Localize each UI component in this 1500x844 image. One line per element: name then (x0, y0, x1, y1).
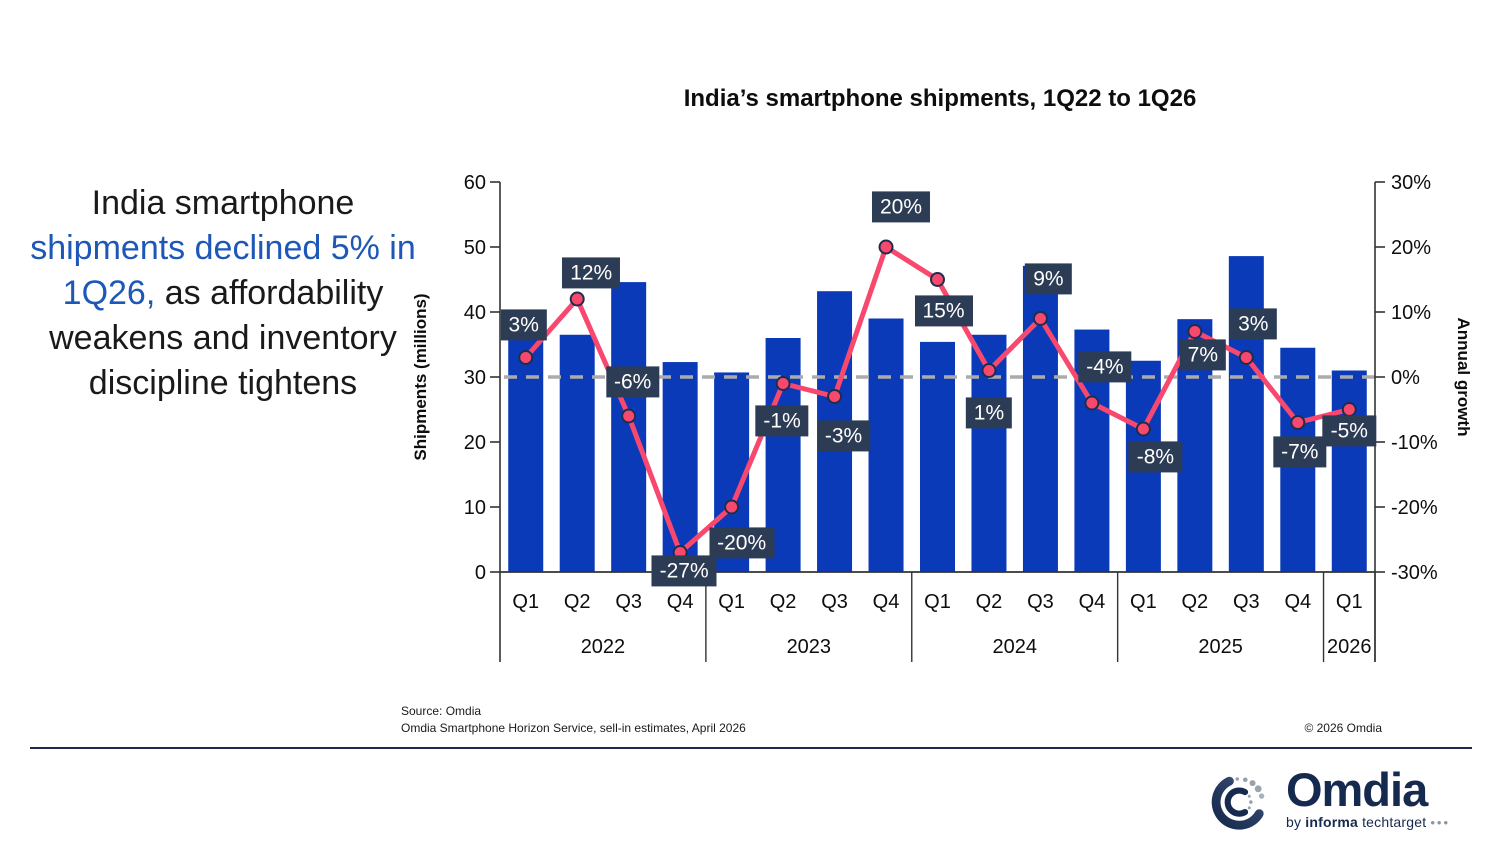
left-tick-label: 10 (464, 497, 486, 519)
growth-label: 12% (562, 257, 621, 289)
growth-label: 3% (1230, 307, 1277, 340)
quarter-label: Q3 (821, 591, 848, 613)
growth-point (1290, 415, 1306, 430)
right-tick-label: -10% (1391, 432, 1438, 454)
quarter-label: Q1 (718, 591, 745, 613)
growth-point (775, 376, 791, 391)
shipments-bar (611, 282, 647, 572)
right-tick-label: 30% (1391, 172, 1431, 194)
growth-label: -4% (1078, 351, 1132, 383)
growth-label: 9% (1025, 262, 1072, 295)
growth-point (878, 239, 894, 255)
growth-label: 7% (1179, 338, 1227, 371)
growth-point (1238, 350, 1254, 365)
shipments-bar (1331, 370, 1367, 572)
growth-label: -8% (1128, 441, 1183, 473)
growth-label: -6% (605, 366, 660, 398)
growth-label: -3% (816, 419, 871, 452)
quarter-label: Q1 (1336, 591, 1363, 613)
growth-point (518, 350, 534, 365)
quarter-label: Q2 (1182, 591, 1209, 613)
headline-highlight: shipments declined 5% in 1Q26, (30, 229, 416, 312)
omdia-logo: Omdia by informa techtarget ••• (1208, 762, 1450, 834)
year-label: 2026 (1327, 636, 1372, 658)
quarter-label: Q1 (512, 591, 539, 613)
source-note: Source: Omdia Omdia Smartphone Horizon S… (401, 703, 746, 737)
growth-point (827, 389, 843, 404)
right-tick-label: 0% (1391, 367, 1420, 389)
growth-point (621, 408, 637, 424)
right-tick-label: 10% (1391, 302, 1431, 324)
tagline-techtarget: techtarget (1362, 814, 1427, 830)
headline-part2: as affordability weakens and inventory d… (49, 274, 397, 402)
quarter-label: Q4 (873, 591, 900, 613)
left-tick-label: 50 (464, 237, 486, 259)
growth-point (981, 363, 997, 378)
growth-label: 20% (872, 191, 931, 223)
growth-point (1084, 395, 1100, 411)
tagline-by: by (1285, 814, 1302, 830)
growth-point (1032, 311, 1048, 326)
headline-part1: India smartphone (91, 184, 355, 222)
tagline-dots-icon: ••• (1430, 815, 1450, 830)
growth-label: 1% (965, 396, 1013, 429)
left-tick-label: 0 (475, 562, 486, 584)
shipments-bar (1228, 256, 1264, 572)
growth-point (1135, 421, 1151, 437)
left-tick-label: 30 (464, 367, 486, 389)
tagline-informa: informa (1305, 814, 1358, 830)
omdia-logo-wordmark: Omdia (1285, 763, 1428, 816)
footer-divider (30, 747, 1472, 749)
quarter-label: Q1 (1130, 591, 1157, 613)
growth-label: -20% (709, 527, 775, 559)
quarter-label: Q2 (564, 591, 591, 613)
quarter-label: Q2 (976, 591, 1003, 613)
combo-chart: 60 30% 50 20% 40 10% 30 0% 20 -10% 10 -20% 0 -30% Q1 Q2… (464, 172, 1438, 662)
quarter-label: Q1 (924, 591, 951, 613)
headline: India smartphone shipments declined 5% i… (25, 181, 421, 406)
left-tick-label: 20 (464, 432, 486, 454)
right-tick-label: 20% (1391, 237, 1431, 259)
growth-point (1187, 324, 1203, 339)
chart-title: India’s smartphone shipments, 1Q22 to 1Q… (683, 85, 1197, 112)
quarter-label: Q3 (1233, 591, 1260, 613)
growth-label: 15% (914, 294, 973, 327)
year-label: 2024 (992, 636, 1037, 658)
growth-label: -27% (651, 554, 717, 587)
quarter-label: Q4 (667, 591, 694, 613)
omdia-logo-text-block: Omdia by informa techtarget ••• (1286, 766, 1450, 830)
left-tick-label: 60 (464, 172, 486, 194)
shipments-bar (508, 336, 544, 572)
shipments-bar (559, 334, 595, 572)
shipments-bar (662, 362, 698, 572)
growth-label: -7% (1273, 435, 1327, 468)
growth-point (569, 291, 585, 307)
source-line2: Omdia Smartphone Horizon Service, sell-i… (401, 721, 746, 735)
quarter-label: Q4 (1284, 591, 1311, 613)
chart-area: 60 30% 50 20% 40 10% 30 0% 20 -10% 10 -20% 0 -30% Q1 Q2… (400, 160, 1490, 680)
growth-point (930, 272, 945, 287)
shipments-bar (868, 318, 904, 572)
quarter-label: Q4 (1079, 591, 1106, 613)
omdia-logo-icon (1211, 776, 1265, 830)
left-tick-label: 40 (464, 302, 486, 324)
growth-label: 3% (500, 308, 547, 341)
shipments-bar (920, 341, 955, 572)
quarter-label: Q3 (1027, 591, 1054, 613)
year-label: 2022 (581, 636, 626, 658)
source-line1: Source: Omdia (401, 704, 482, 718)
quarter-label: Q3 (615, 591, 642, 613)
year-label: 2023 (787, 636, 832, 658)
omdia-logo-tagline: by informa techtarget ••• (1286, 814, 1450, 830)
growth-point (724, 499, 740, 515)
copyright: © 2026 Omdia (1304, 721, 1382, 735)
quarter-label: Q2 (770, 591, 797, 613)
year-label: 2025 (1198, 636, 1243, 658)
right-tick-label: -20% (1391, 497, 1438, 519)
growth-label: -1% (755, 404, 809, 437)
right-tick-label: -30% (1391, 562, 1438, 584)
growth-label: -5% (1322, 414, 1376, 447)
